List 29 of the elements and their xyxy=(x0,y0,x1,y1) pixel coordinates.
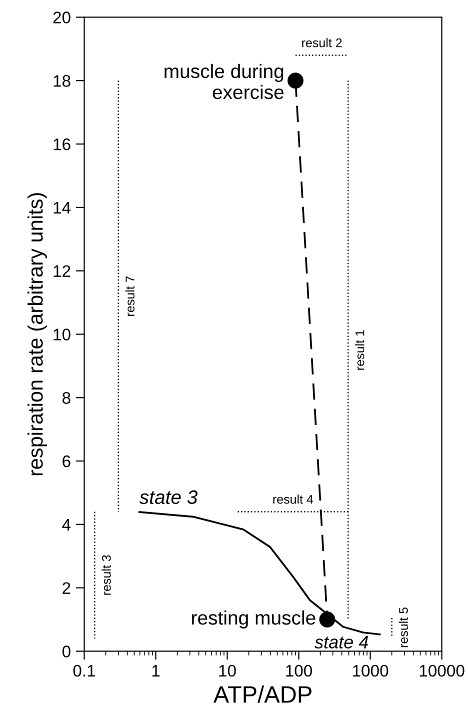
text: result 3 xyxy=(102,555,111,595)
text: result 1 xyxy=(355,330,364,370)
series-label: result 2 xyxy=(302,38,342,48)
x-tick-label: 100 xyxy=(286,664,312,677)
annotation: state 3 xyxy=(139,490,198,504)
y-tick-label: 16 xyxy=(54,138,70,150)
text: result 5 xyxy=(398,607,408,648)
y-tick-label: 6 xyxy=(62,455,70,468)
y-tick-label: 14 xyxy=(54,202,71,214)
x-tick-label: 1000 xyxy=(353,664,388,677)
annotation: resting muscle xyxy=(192,610,316,629)
y-tick-label: 12 xyxy=(54,265,70,277)
y-tick-label: 20 xyxy=(53,12,70,24)
annotation: muscle during exercise xyxy=(164,64,284,100)
text: result 7 xyxy=(125,276,134,316)
x-axis-title: ATP/ADP xyxy=(213,686,312,703)
y-axis-title: respiration rate (arbitrary units) xyxy=(28,193,47,476)
series-label: result 4 xyxy=(273,494,314,504)
y-tick-label: 8 xyxy=(62,392,70,404)
x-tick-label: 10 xyxy=(219,664,236,677)
y-tick-label: 10 xyxy=(54,328,70,340)
x-tick-label: 1 xyxy=(152,665,160,676)
y-tick-label: 0 xyxy=(62,646,70,658)
x-tick-label: 10000 xyxy=(420,664,464,677)
y-tick-label: 2 xyxy=(62,582,70,594)
y-tick-label: 18 xyxy=(54,75,70,87)
y-tick-label: 4 xyxy=(62,519,71,530)
annotation: state 4 xyxy=(314,636,368,648)
x-tick-label: 0.1 xyxy=(73,664,96,677)
